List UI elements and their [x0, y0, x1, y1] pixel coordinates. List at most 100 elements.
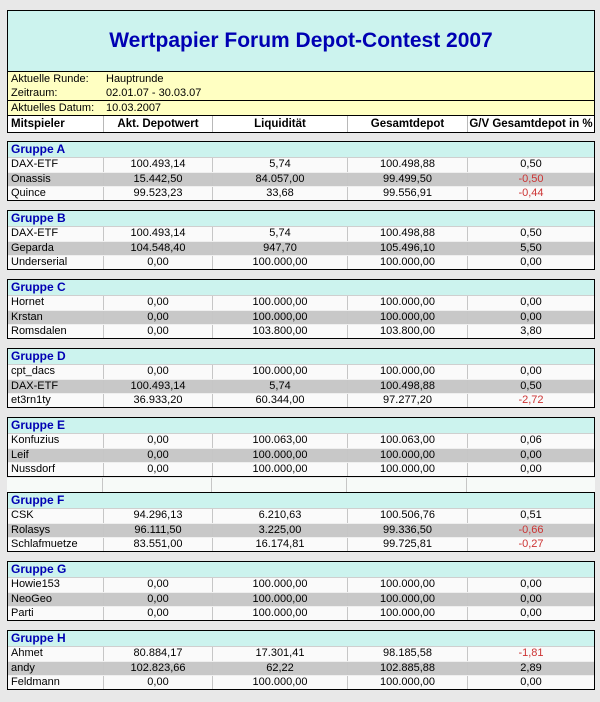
liquiditaet-cell: 100.000,00 — [213, 676, 348, 689]
gesamtdepot-cell: 100.063,00 — [348, 434, 468, 448]
depotwert-cell: 0,00 — [104, 365, 213, 379]
table-row: Konfuzius 0,00 100.063,00 100.063,00 0,0… — [8, 434, 594, 448]
info-value-datum: 10.03.2007 — [106, 102, 162, 114]
empty-grid-cell — [212, 478, 347, 492]
player-name-cell: DAX-ETF — [8, 158, 104, 172]
group-block-e: Gruppe E Konfuzius 0,00 100.063,00 100.0… — [7, 417, 595, 477]
gesamtdepot-cell: 100.000,00 — [348, 365, 468, 379]
gesamtdepot-cell: 100.000,00 — [348, 463, 468, 476]
liquiditaet-cell: 103.800,00 — [213, 325, 348, 338]
empty-grid-cell — [467, 478, 595, 492]
group-name: Gruppe C — [11, 280, 66, 294]
group-name: Gruppe B — [11, 211, 66, 225]
group-name: Gruppe A — [11, 142, 66, 156]
liquiditaet-cell: 17.301,41 — [213, 647, 348, 661]
liquiditaet-cell: 100.000,00 — [213, 311, 348, 324]
liquiditaet-cell: 100.000,00 — [213, 463, 348, 476]
gv-percent-cell: -1,81 — [518, 647, 544, 659]
gv-percent-cell: -0,27 — [518, 538, 544, 550]
table-row: Underserial 0,00 100.000,00 100.000,00 0… — [8, 255, 594, 269]
liquiditaet-cell: 100.000,00 — [213, 449, 348, 462]
depotwert-cell: 0,00 — [104, 578, 213, 592]
liquiditaet-cell: 5,74 — [213, 158, 348, 172]
table-row: Hornet 0,00 100.000,00 100.000,00 0,00 — [8, 296, 594, 310]
group-block-d: Gruppe D cpt_dacs 0,00 100.000,00 100.00… — [7, 348, 595, 408]
liquiditaet-cell: 3.225,00 — [213, 524, 348, 537]
gesamtdepot-cell: 100.506,76 — [348, 509, 468, 523]
group-rows: DAX-ETF 100.493,14 5,74 100.498,88 0,50 … — [8, 227, 594, 269]
table-row: Geparda 104.548,40 947,70 105.496,10 5,5… — [8, 241, 594, 255]
page: { "title": "Wertpapier Forum Depot-Conte… — [0, 10, 600, 702]
player-name-cell: Nussdorf — [8, 463, 104, 476]
table-row: NeoGeo 0,00 100.000,00 100.000,00 0,00 — [8, 592, 594, 606]
player-name-cell: Geparda — [8, 242, 104, 255]
gv-percent-cell: 0,00 — [520, 256, 542, 268]
player-name-cell: Ahmet — [8, 647, 104, 661]
table-row: Nussdorf 0,00 100.000,00 100.000,00 0,00 — [8, 462, 594, 476]
table-row: Romsdalen 0,00 103.800,00 103.800,00 3,8… — [8, 324, 594, 338]
group-rows: Howie153 0,00 100.000,00 100.000,00 0,00… — [8, 578, 594, 620]
player-name-cell: DAX-ETF — [8, 380, 104, 393]
depotwert-cell: 0,00 — [104, 463, 213, 476]
gv-percent-cell: 5,50 — [520, 242, 542, 254]
gv-percent-cell: -0,50 — [518, 173, 544, 185]
gv-percent-cell: 0,06 — [520, 434, 542, 446]
depotwert-cell: 0,00 — [104, 296, 213, 310]
table-row: Howie153 0,00 100.000,00 100.000,00 0,00 — [8, 578, 594, 592]
liquiditaet-cell: 16.174,81 — [213, 538, 348, 551]
group-header: Gruppe E — [8, 418, 594, 434]
player-name-cell: Schlafmuetze — [8, 538, 104, 551]
info-row-datum: Aktuelles Datum: 10.03.2007 — [8, 101, 594, 115]
info-value-zeitraum: 02.01.07 - 30.03.07 — [106, 87, 202, 99]
depotwert-cell: 102.823,66 — [104, 662, 213, 675]
info-label-datum: Aktuelles Datum: — [11, 102, 95, 114]
group-name: Gruppe F — [11, 493, 65, 507]
depotwert-cell: 96.111,50 — [104, 524, 213, 537]
groups-container: Gruppe A DAX-ETF 100.493,14 5,74 100.498… — [7, 141, 595, 690]
depotwert-cell: 99.523,23 — [104, 187, 213, 200]
player-name-cell: DAX-ETF — [8, 227, 104, 241]
gesamtdepot-cell: 103.800,00 — [348, 325, 468, 338]
gv-percent-cell: 0,00 — [520, 676, 542, 688]
gesamtdepot-cell: 99.725,81 — [348, 538, 468, 551]
gv-percent-cell: 0,00 — [520, 463, 542, 475]
gesamtdepot-cell: 100.498,88 — [348, 380, 468, 393]
gv-percent-cell: 0,00 — [520, 607, 542, 619]
gv-percent-cell: 3,80 — [520, 325, 542, 337]
group-rows: Hornet 0,00 100.000,00 100.000,00 0,00 K… — [8, 296, 594, 338]
column-header-row: Mitspieler Akt. Depotwert Liquidität Ges… — [7, 116, 595, 133]
table-row: Quince 99.523,23 33,68 99.556,91 -0,44 — [8, 186, 594, 200]
group-header: Gruppe H — [8, 631, 594, 647]
liquiditaet-cell: 947,70 — [213, 242, 348, 255]
player-name-cell: Parti — [8, 607, 104, 620]
player-name-cell: CSK — [8, 509, 104, 523]
depotwert-cell: 0,00 — [104, 607, 213, 620]
group-block-g: Gruppe G Howie153 0,00 100.000,00 100.00… — [7, 561, 595, 621]
depotwert-cell: 0,00 — [104, 311, 213, 324]
column-header-depotwert: Akt. Depotwert — [104, 116, 213, 132]
info-value-runde: Hauptrunde — [106, 73, 164, 85]
gesamtdepot-cell: 99.499,50 — [348, 173, 468, 186]
gesamtdepot-cell: 105.496,10 — [348, 242, 468, 255]
group-name: Gruppe D — [11, 349, 66, 363]
depot-contest-sheet: Wertpapier Forum Depot-Contest 2007 Aktu… — [7, 10, 595, 690]
depotwert-cell: 0,00 — [104, 325, 213, 338]
empty-grid-cell — [347, 478, 467, 492]
group-header: Gruppe C — [8, 280, 594, 296]
liquiditaet-cell: 5,74 — [213, 227, 348, 241]
depotwert-cell: 0,00 — [104, 593, 213, 606]
liquiditaet-cell: 62,22 — [213, 662, 348, 675]
liquiditaet-cell: 60.344,00 — [213, 394, 348, 407]
liquiditaet-cell: 100.000,00 — [213, 365, 348, 379]
depotwert-cell: 0,00 — [104, 434, 213, 448]
info-label-zeitraum: Zeitraum: — [11, 87, 58, 99]
liquiditaet-cell: 100.000,00 — [213, 593, 348, 606]
gv-percent-cell: 0,51 — [520, 509, 542, 521]
gesamtdepot-cell: 100.498,88 — [348, 227, 468, 241]
gesamtdepot-cell: 100.000,00 — [348, 676, 468, 689]
gv-percent-cell: 0,00 — [520, 578, 542, 590]
table-row: Krstan 0,00 100.000,00 100.000,00 0,00 — [8, 310, 594, 324]
empty-grid-row — [7, 478, 595, 492]
player-name-cell: et3rn1ty — [8, 394, 104, 407]
player-name-cell: NeoGeo — [8, 593, 104, 606]
